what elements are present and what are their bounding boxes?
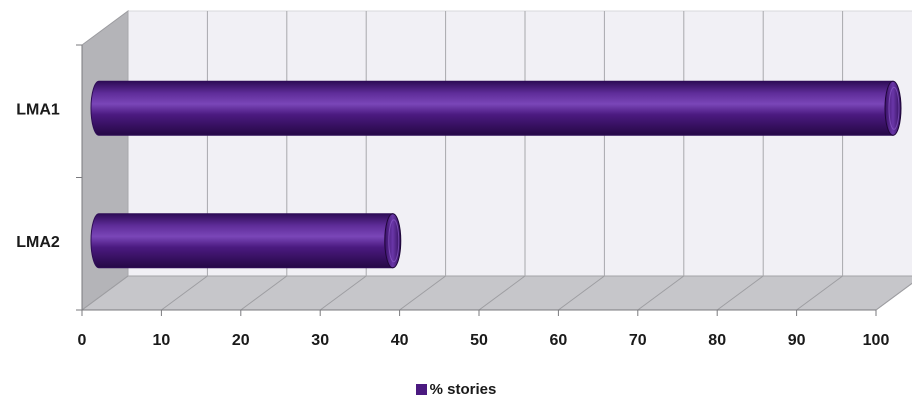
bar-body-lma1 xyxy=(90,80,894,136)
x-tick-label-60: 60 xyxy=(550,332,568,349)
x-tick-label-30: 30 xyxy=(311,332,329,349)
legend: % stories xyxy=(0,381,912,398)
bar-lma1 xyxy=(90,80,902,136)
floor-gridline-20 xyxy=(240,275,288,311)
x-tick-label-70: 70 xyxy=(629,332,647,349)
legend-swatch xyxy=(415,384,427,395)
legend-label: % stories xyxy=(429,381,497,398)
x-tick-label-40: 40 xyxy=(391,332,409,349)
axis-labels: LMA1 LMA2 0 10 20 30 40 50 60 70 80 90 100 xyxy=(16,101,889,349)
floor xyxy=(80,275,912,311)
floor-gridline-70 xyxy=(637,275,685,311)
floor-gridline-10 xyxy=(161,275,208,311)
bar-body-lma2 xyxy=(90,213,394,269)
floor-gridline-100 xyxy=(875,282,912,311)
bar-lma2 xyxy=(90,213,402,269)
x-tick-label-10: 10 xyxy=(153,332,171,349)
x-tick-label-80: 80 xyxy=(708,332,726,349)
floor-gridline-60 xyxy=(558,275,605,311)
floor-gridline-90 xyxy=(796,275,843,311)
bar-cap-highlight-lma1 xyxy=(888,86,900,130)
floor-gridline-50 xyxy=(478,275,526,311)
plot-area xyxy=(80,10,912,311)
x-tick-label-0: 0 xyxy=(78,332,87,349)
floor-gridline-80 xyxy=(716,275,764,311)
x-tick-label-90: 90 xyxy=(788,332,806,349)
axes xyxy=(76,44,877,316)
category-label-lma1: LMA1 xyxy=(16,101,60,118)
floor-gridline-40 xyxy=(399,275,446,311)
bar-cap-lma2 xyxy=(384,213,402,269)
bars xyxy=(90,80,902,269)
x-tick-label-100: 100 xyxy=(863,332,890,349)
category-label-lma2: LMA2 xyxy=(16,234,60,251)
floor-gridline-30 xyxy=(319,275,367,311)
x-tick-label-20: 20 xyxy=(232,332,250,349)
bar-cap-highlight-lma2 xyxy=(388,219,400,263)
floor-gridline-0 xyxy=(81,275,129,311)
bar-cap-lma1 xyxy=(884,80,902,136)
x-tick-label-50: 50 xyxy=(470,332,488,349)
